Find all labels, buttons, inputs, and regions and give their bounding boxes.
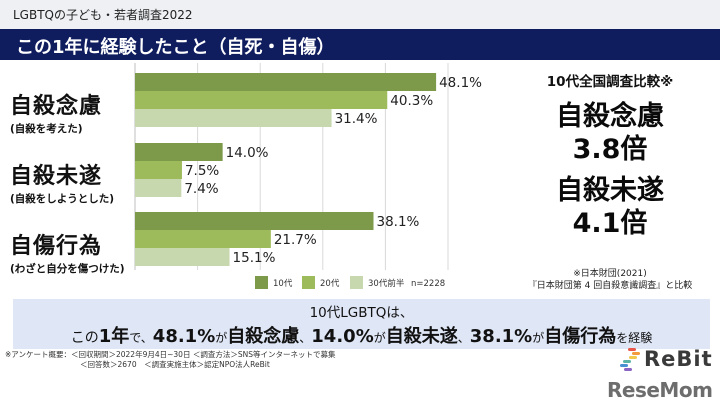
summary-segment: 48.1% — [152, 326, 216, 347]
comparison-source-note: ※日本財団(2021) 『日本財団第 4 回自殺意識調査』と比較 — [510, 268, 710, 292]
category-label-suicidal-ideation: 自殺念慮 (自殺を考えた) — [10, 88, 102, 136]
bar — [135, 109, 332, 127]
bar — [135, 248, 230, 266]
rebit-logo-icon — [620, 348, 640, 371]
summary-segment: が — [373, 331, 386, 345]
category-sub-label: (自殺を考えた) — [10, 123, 83, 135]
legend-swatch — [350, 276, 363, 289]
comparison-value: 3.8倍 — [572, 134, 648, 165]
legend-swatch — [255, 276, 268, 289]
summary-segment: 自傷行為 — [544, 326, 617, 347]
footnote-line-1: ※アンケート概要：＜回収期間＞2022年9月4日~30日 ＜調査方法＞SNS等イ… — [5, 350, 336, 359]
comparison-label: 自殺念慮 — [556, 101, 664, 132]
category-sub-label: (自殺をしようとした) — [10, 193, 115, 205]
bar — [135, 91, 388, 109]
summary-segment: 、 — [299, 331, 312, 345]
summary-segment: 自殺念慮 — [227, 326, 300, 347]
data-label: 15.1% — [233, 250, 276, 266]
data-label: 7.5% — [185, 163, 219, 179]
category-label-self-harm: 自傷行為 (わざと自分を傷つけた) — [10, 228, 125, 276]
comparison-label: 自殺未遂 — [556, 175, 664, 206]
data-label: 14.0% — [226, 145, 269, 161]
footnote-line-2: ＜回答数＞2670 ＜調査実施主体＞認定NPO法人ReBit — [80, 360, 270, 369]
summary-segment: 自殺未遂 — [385, 326, 458, 347]
note-line-1: ※日本財団(2021) — [573, 269, 647, 279]
bar — [135, 179, 182, 197]
data-label: 40.3% — [390, 93, 433, 109]
rebit-logo-text: ReBit — [644, 347, 713, 371]
legend-label: 20代 — [320, 278, 340, 289]
resemom-logo: ReseMom — [607, 378, 713, 402]
comparison-item: 自殺未遂 4.1倍 — [510, 174, 710, 240]
summary-segment: 、 — [457, 331, 470, 345]
bar — [135, 161, 182, 179]
data-label: 38.1% — [377, 214, 420, 230]
page-title: この1年に経験したこと（自死・自傷） — [16, 37, 335, 58]
summary-line-1: 10代LGBTQは、 — [309, 305, 414, 321]
top-bar: LGBTQの子ども・若者調査2022 — [0, 0, 720, 29]
legend-label: 30代前半 — [368, 278, 405, 289]
summary-line-2: この1年で、48.1%が自殺念慮、14.0%が自殺未遂、38.1%が自傷行為を経… — [13, 322, 710, 348]
bar — [135, 143, 223, 161]
category-main-label: 自傷行為 — [10, 234, 103, 259]
legend-swatch — [302, 276, 315, 289]
category-label-suicide-attempt: 自殺未遂 (自殺をしようとした) — [10, 158, 114, 206]
summary-segment: が — [532, 331, 545, 345]
summary-segment: 14.0% — [311, 326, 374, 347]
bar — [135, 212, 374, 230]
data-label: 31.4% — [335, 111, 378, 127]
legend-label: 10代 — [273, 278, 293, 289]
summary-segment: が — [215, 331, 228, 345]
survey-footnote: ※アンケート概要：＜回収期間＞2022年9月4日~30日 ＜調査方法＞SNS等イ… — [5, 350, 335, 370]
category-sub-label: (わざと自分を傷つけた) — [10, 263, 125, 275]
bar-chart: 48.1% 14.0% 38.1% 40.3% 7.5% 21.7% 31.4% 7.4% 15… — [134, 63, 482, 289]
comparison-item: 自殺念慮 3.8倍 — [510, 100, 710, 166]
summary-segment: で、 — [129, 331, 153, 345]
category-main-label: 自殺未遂 — [10, 164, 103, 189]
sample-size-label: n=2228 — [411, 279, 445, 289]
note-line-2: 『日本財団第 4 回自殺意識調査』と比較 — [527, 281, 693, 291]
rebit-logo: ReBit — [617, 346, 717, 374]
bar — [135, 73, 437, 91]
title-bar: この1年に経験したこと（自死・自傷） — [0, 29, 720, 60]
data-label: 48.1% — [439, 75, 482, 91]
data-label: 21.7% — [274, 232, 317, 248]
survey-subtitle: LGBTQの子ども・若者調査2022 — [13, 8, 193, 22]
comparison-heading: 10代全国調査比較※ — [546, 74, 674, 90]
bar — [135, 230, 271, 248]
summary-segment: を経験 — [616, 331, 653, 345]
comparison-value: 4.1倍 — [572, 208, 648, 239]
summary-segment: この — [70, 330, 99, 346]
summary-segment: 1年 — [98, 326, 130, 347]
category-main-label: 自殺念慮 — [10, 94, 103, 119]
data-label: 7.4% — [184, 181, 218, 197]
summary-box: 10代LGBTQは、 この1年で、48.1%が自殺念慮、14.0%が自殺未遂、3… — [13, 299, 710, 349]
summary-segment: 38.1% — [469, 326, 533, 347]
comparison-panel: 10代全国調査比較※ 自殺念慮 3.8倍 自殺未遂 4.1倍 — [510, 70, 710, 240]
